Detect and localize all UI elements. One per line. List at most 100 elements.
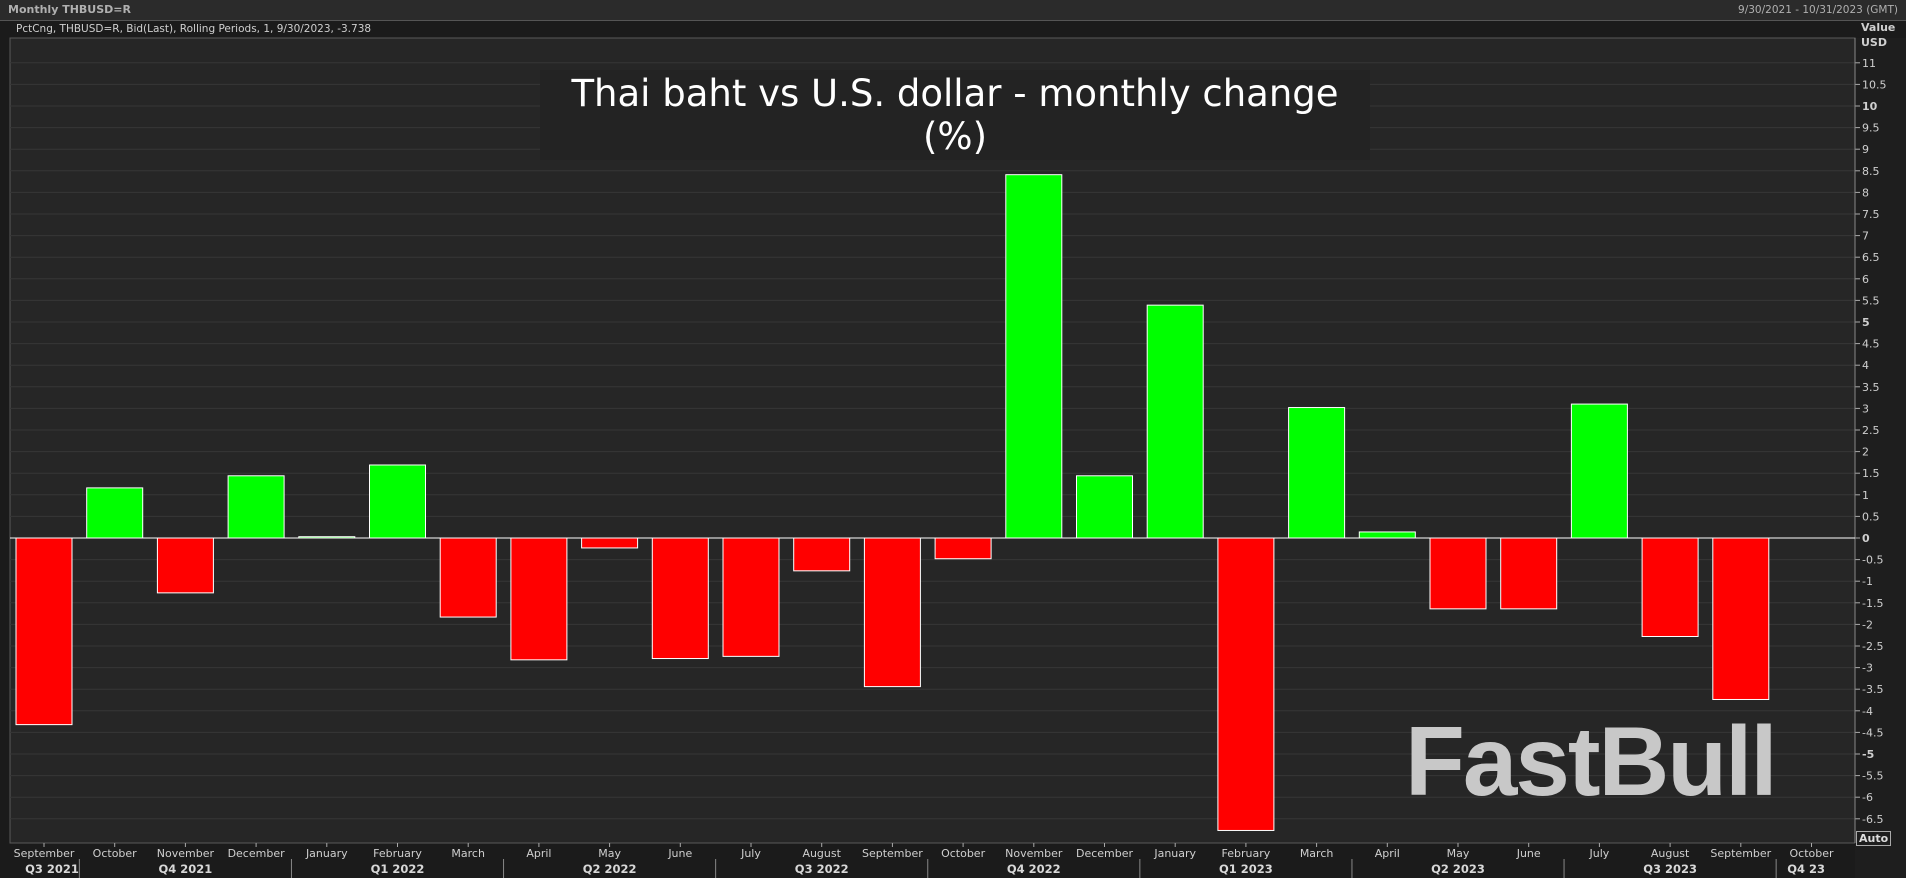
y-tick-label: 5 [1862, 316, 1870, 329]
bar-11 [793, 537, 851, 572]
x-tick-label: January [1153, 847, 1196, 860]
date-range: 9/30/2021 - 10/31/2023 (GMT) [1738, 4, 1898, 16]
y-tick-label: 3 [1862, 402, 1869, 415]
quarter-label: Q3 2023 [1643, 862, 1697, 876]
y-tick-label: 7 [1862, 230, 1869, 243]
bar-20 [1429, 537, 1487, 610]
quarter-label: Q2 2022 [583, 862, 637, 876]
bar-7 [510, 537, 568, 661]
bar-12 [863, 537, 921, 688]
y-tick-label: -2 [1862, 618, 1873, 631]
x-tick-label: January [305, 847, 348, 860]
y-tick-label: 2 [1862, 446, 1869, 459]
y-tick-label: 4.5 [1862, 338, 1880, 351]
x-tick-label: September [862, 847, 923, 860]
y-tick-label: 10.5 [1862, 78, 1887, 91]
bar-19 [1358, 531, 1416, 539]
y-tick-label: 5.5 [1862, 294, 1880, 307]
y-tick-label: 4 [1862, 359, 1869, 372]
x-tick-label: October [93, 847, 137, 860]
x-tick-label: November [157, 847, 215, 860]
x-tick-label: June [1516, 847, 1541, 860]
y-tick-label: -6 [1862, 791, 1873, 804]
y-tick-label: -2.5 [1862, 640, 1883, 653]
y-tick-label: -6.5 [1862, 813, 1883, 826]
y-axis-label: Value [1861, 21, 1895, 34]
y-tick-label: 3.5 [1862, 381, 1880, 394]
quarter-label: Q1 2022 [371, 862, 425, 876]
y-tick-label: -1 [1862, 575, 1873, 588]
bar-3 [227, 475, 285, 539]
y-tick-label: -1.5 [1862, 597, 1883, 610]
y-tick-label: 9.5 [1862, 122, 1880, 135]
y-tick-label: 1.5 [1862, 467, 1880, 480]
bar-24 [1712, 537, 1770, 700]
x-tick-label: September [1710, 847, 1771, 860]
y-tick-label: 8.5 [1862, 165, 1880, 178]
y-tick-label: -4 [1862, 705, 1873, 718]
x-tick-label: May [598, 847, 621, 860]
series-legend: PctCng, THBUSD=R, Bid(Last), Rolling Per… [16, 23, 372, 35]
bar-16 [1146, 304, 1204, 539]
chart-header: Monthly THBUSD=R 9/30/2021 - 10/31/2023 … [0, 0, 1906, 21]
bar-2 [156, 537, 214, 594]
x-tick-label: November [1005, 847, 1063, 860]
y-tick-label: 0.5 [1862, 510, 1880, 523]
x-tick-label: July [740, 847, 761, 860]
chart-window-title: Monthly THBUSD=R [8, 3, 131, 16]
y-tick-label: 1 [1862, 489, 1869, 502]
quarter-label: Q4 23 [1787, 862, 1825, 876]
bar-14 [1005, 174, 1063, 539]
bar-6 [439, 537, 497, 618]
x-tick-label: October [1789, 847, 1833, 860]
y-tick-label: 0 [1862, 532, 1870, 545]
bar-5 [369, 464, 426, 539]
y-tick-label: -4.5 [1862, 726, 1883, 739]
x-tick-label: August [1651, 847, 1690, 860]
bar-9 [651, 537, 709, 660]
auto-scale-button[interactable]: Auto [1856, 831, 1892, 846]
y-axis-panel [1855, 38, 1906, 878]
x-tick-label: July [1589, 847, 1610, 860]
x-tick-label: April [526, 847, 551, 860]
x-tick-label: February [1222, 847, 1271, 860]
y-tick-label: 6 [1862, 273, 1869, 286]
x-tick-label: June [667, 847, 692, 860]
quarter-label: Q4 2022 [1007, 862, 1061, 876]
y-tick-label: -3 [1862, 662, 1873, 675]
bar-8 [581, 537, 639, 549]
x-tick-label: February [373, 847, 422, 860]
bar-13 [934, 537, 992, 560]
x-tick-label: August [802, 847, 841, 860]
quarter-label: Q3 2022 [795, 862, 849, 876]
y-tick-label: 2.5 [1862, 424, 1880, 437]
quarter-label: Q1 2023 [1219, 862, 1273, 876]
x-tick-label: April [1375, 847, 1400, 860]
y-tick-label: 7.5 [1862, 208, 1880, 221]
bar-17 [1217, 537, 1275, 831]
y-tick-label: 11 [1862, 57, 1876, 70]
x-tick-label: March [1300, 847, 1334, 860]
chart-title: Thai baht vs U.S. dollar - monthly chang… [540, 70, 1370, 160]
quarter-label: Q4 2021 [159, 862, 213, 876]
y-tick-label: -5 [1862, 748, 1874, 761]
x-tick-label: December [1076, 847, 1134, 860]
x-tick-label: December [228, 847, 286, 860]
x-tick-label: October [941, 847, 985, 860]
bar-18 [1288, 407, 1346, 539]
y-tick-label: 6.5 [1862, 251, 1880, 264]
y-tick-label: -5.5 [1862, 770, 1883, 783]
bar-1 [86, 487, 144, 539]
bar-15 [1076, 475, 1133, 539]
y-tick-label: 8 [1862, 186, 1869, 199]
y-axis-unit: USD [1861, 36, 1887, 49]
quarter-label: Q3 2021 [25, 862, 79, 876]
bar-22 [1570, 403, 1628, 539]
y-tick-label: -3.5 [1862, 683, 1883, 696]
y-tick-label: 10 [1862, 100, 1878, 113]
bar-21 [1500, 537, 1558, 610]
bar-23 [1641, 537, 1699, 637]
bar-10 [722, 537, 780, 657]
y-tick-label: 9 [1862, 143, 1869, 156]
